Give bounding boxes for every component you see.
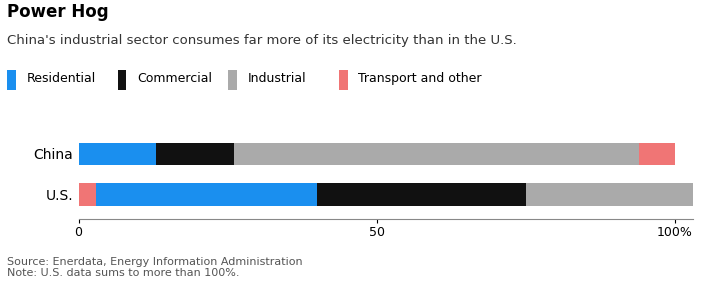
Bar: [79, 142, 156, 165]
Text: China's industrial sector consumes far more of its electricity than in the U.S.: China's industrial sector consumes far m…: [7, 34, 517, 47]
Text: Source: Enerdata, Energy Information Administration
Note: U.S. data sums to more: Source: Enerdata, Energy Information Adm…: [7, 257, 303, 278]
Bar: [639, 142, 675, 165]
Text: Residential: Residential: [26, 72, 96, 85]
Bar: [526, 183, 698, 206]
Bar: [79, 183, 96, 206]
Text: Industrial: Industrial: [248, 72, 306, 85]
Text: Power Hog: Power Hog: [7, 3, 109, 21]
Text: Commercial: Commercial: [137, 72, 212, 85]
Bar: [317, 183, 526, 206]
Bar: [233, 142, 639, 165]
Bar: [156, 142, 233, 165]
Text: Transport and other: Transport and other: [358, 72, 482, 85]
Bar: [96, 183, 317, 206]
